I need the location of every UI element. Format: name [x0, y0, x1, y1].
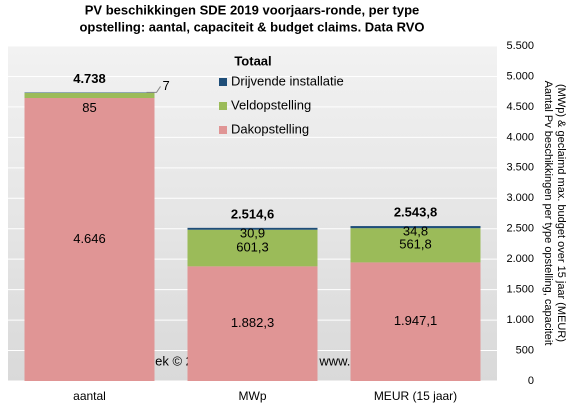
- legend-swatch: [219, 78, 227, 86]
- x-tick-label: MEUR (15 jaar): [374, 389, 457, 403]
- y-tick-label: 5.000: [506, 70, 534, 82]
- y-tick-label: 1.000: [506, 314, 534, 326]
- bar-segment: [187, 227, 318, 230]
- bar-segment: [24, 98, 155, 382]
- data-label: 1.882,3: [231, 315, 274, 330]
- y-tick-label: 500: [516, 344, 534, 356]
- data-label: 34,8: [403, 224, 428, 239]
- y-tick-label: 5.500: [506, 40, 534, 52]
- legend-title: Totaal: [234, 53, 271, 68]
- leader-line: [146, 86, 161, 93]
- total-label: 4.738: [73, 71, 106, 86]
- y-tick-label: 4.000: [506, 131, 534, 143]
- y-tick-label: 1.500: [506, 284, 534, 296]
- chart-title: opstelling: aantal, capaciteit & budget …: [79, 19, 424, 34]
- bar-segment: [350, 228, 481, 263]
- data-label: 85: [82, 100, 96, 115]
- total-label: 2.543,8: [394, 204, 437, 219]
- bar-segment: [24, 92, 155, 99]
- data-label: 601,3: [236, 239, 269, 254]
- total-label: 2.514,6: [231, 206, 274, 221]
- legend-swatch: [219, 102, 227, 110]
- data-label: 1.947,1: [394, 313, 437, 328]
- x-tick-label: aantal: [73, 389, 106, 403]
- bar-segment: [187, 229, 318, 267]
- data-label: 561,8: [399, 237, 432, 252]
- legend-label: Drijvende installatie: [231, 73, 344, 88]
- y-tick-label: 4.500: [506, 101, 534, 113]
- legend-label: Veldopstelling: [231, 97, 311, 112]
- y-axis-title-line: (MWp) & geclaimd max. budget over 15 jaa…: [555, 84, 567, 342]
- y-tick-label: 2.000: [506, 253, 534, 265]
- y-axis-title-line: Aantal Pv beschikkingen per type opstell…: [542, 81, 554, 346]
- legend-swatch: [219, 126, 227, 134]
- data-label: 30,9: [240, 225, 265, 240]
- y-tick-label: 3.000: [506, 192, 534, 204]
- y-tick-label: 0: [528, 375, 534, 387]
- x-tick-label: MWp: [239, 389, 267, 403]
- data-label: 7: [163, 78, 170, 93]
- chart-title: PV beschikkingen SDE 2019 voorjaars-rond…: [85, 2, 420, 17]
- y-tick-label: 2.500: [506, 223, 534, 235]
- bar-segment: [187, 266, 318, 381]
- bar-segment: [350, 226, 481, 229]
- legend-label: Dakopstelling: [231, 121, 309, 136]
- data-label: 4.646: [73, 231, 106, 246]
- y-tick-label: 3.500: [506, 162, 534, 174]
- bar-segment: [350, 262, 481, 381]
- y-axis-title: Aantal Pv beschikkingen per type opstell…: [542, 81, 567, 346]
